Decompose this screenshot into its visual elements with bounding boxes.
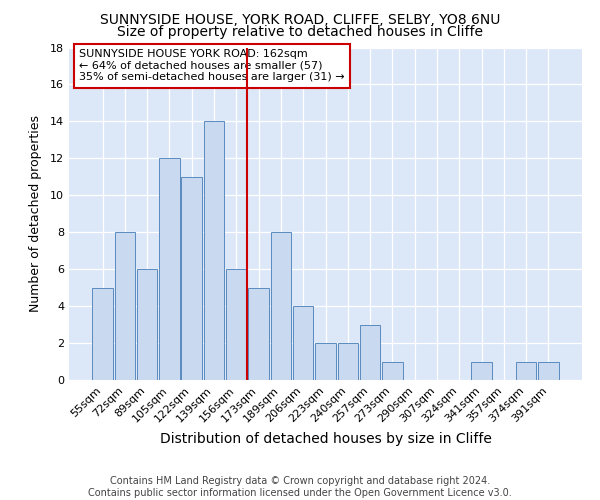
Text: SUNNYSIDE HOUSE, YORK ROAD, CLIFFE, SELBY, YO8 6NU: SUNNYSIDE HOUSE, YORK ROAD, CLIFFE, SELB…	[100, 12, 500, 26]
Bar	[360, 324, 380, 380]
Bar	[204, 122, 224, 380]
Bar	[137, 269, 157, 380]
Bar	[271, 232, 291, 380]
Y-axis label: Number of detached properties: Number of detached properties	[29, 116, 41, 312]
Text: Size of property relative to detached houses in Cliffe: Size of property relative to detached ho…	[117, 25, 483, 39]
Bar	[248, 288, 269, 380]
Bar	[181, 177, 202, 380]
Bar	[159, 158, 180, 380]
Bar	[538, 362, 559, 380]
Bar	[338, 343, 358, 380]
Bar	[226, 269, 247, 380]
X-axis label: Distribution of detached houses by size in Cliffe: Distribution of detached houses by size …	[160, 432, 491, 446]
Bar	[516, 362, 536, 380]
Text: SUNNYSIDE HOUSE YORK ROAD: 162sqm
← 64% of detached houses are smaller (57)
35% : SUNNYSIDE HOUSE YORK ROAD: 162sqm ← 64% …	[79, 49, 345, 82]
Bar	[471, 362, 492, 380]
Bar	[382, 362, 403, 380]
Bar	[115, 232, 135, 380]
Bar	[92, 288, 113, 380]
Bar	[293, 306, 313, 380]
Text: Contains HM Land Registry data © Crown copyright and database right 2024.
Contai: Contains HM Land Registry data © Crown c…	[88, 476, 512, 498]
Bar	[315, 343, 336, 380]
